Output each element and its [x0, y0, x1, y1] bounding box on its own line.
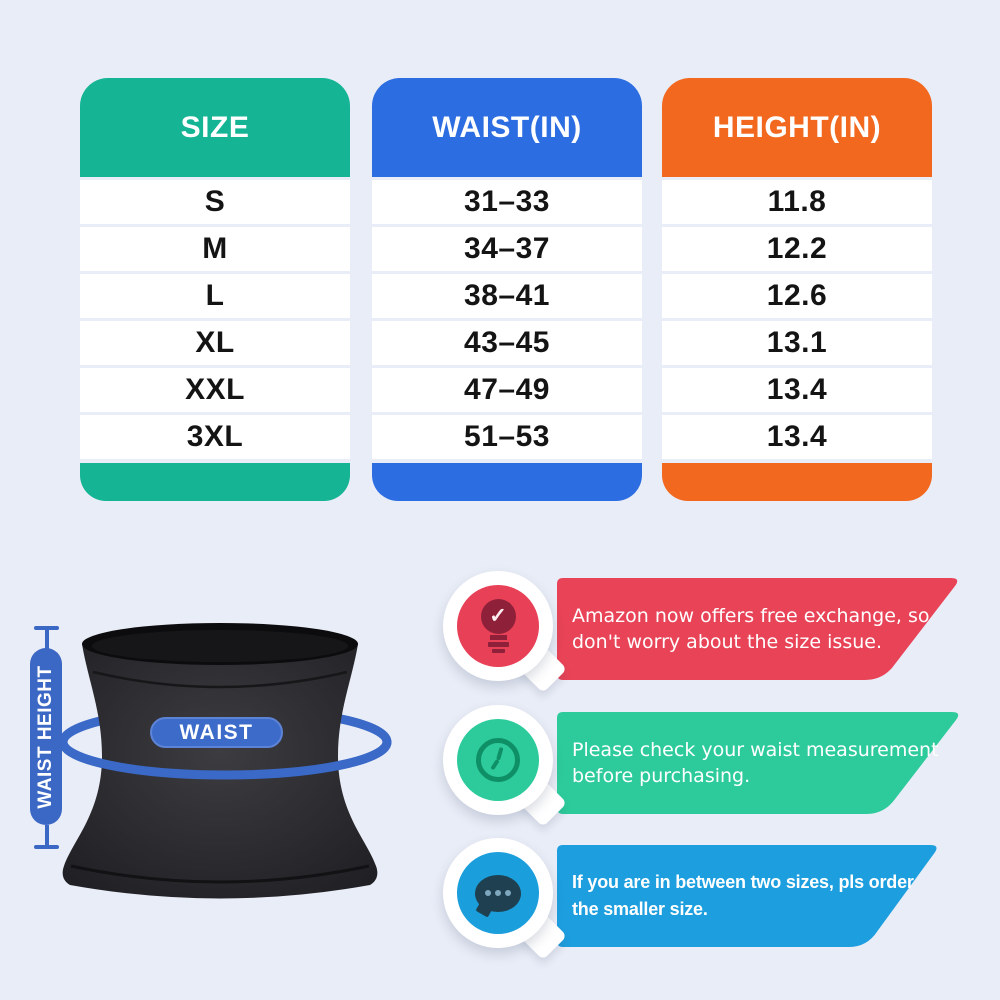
callout-text: Please check your waist measurement befo… [572, 739, 939, 787]
measure-top-cap [34, 626, 59, 630]
table-cell-height-xl: 13.1 [662, 321, 932, 365]
waist-column-footer [372, 463, 642, 501]
size-chart-table: SIZE S M L XL XXL 3XL WAIST(IN) 31–33 34… [80, 78, 932, 501]
table-cell-size-xl: XL [80, 321, 350, 365]
measure-bottom-stem [44, 825, 49, 845]
table-cell-height-xxl: 13.4 [662, 368, 932, 412]
size-column-header: SIZE [80, 78, 350, 177]
callout-icon-disc [443, 838, 553, 948]
height-column-header: HEIGHT(IN) [662, 78, 932, 177]
callout-panel: If you are in between two sizes, pls ord… [557, 845, 942, 947]
table-cell-height-3xl: 13.4 [662, 415, 932, 459]
size-column: SIZE S M L XL XXL 3XL [80, 78, 350, 501]
callout-between-sizes: If you are in between two sizes, pls ord… [440, 831, 985, 966]
callout-panel: Amazon now offers free exchange, so don'… [557, 578, 963, 680]
size-column-footer [80, 463, 350, 501]
measure-top-stem [44, 630, 49, 650]
table-cell-waist-3xl: 51–53 [372, 415, 642, 459]
table-cell-size-l: L [80, 274, 350, 318]
table-cell-height-m: 12.2 [662, 227, 932, 271]
table-cell-size-s: S [80, 180, 350, 224]
table-cell-waist-m: 34–37 [372, 227, 642, 271]
table-cell-waist-l: 38–41 [372, 274, 642, 318]
callout-text: Amazon now offers free exchange, so don'… [572, 605, 930, 653]
callout-ribbon-shape [557, 712, 959, 814]
table-cell-height-l: 12.6 [662, 274, 932, 318]
callout-text: If you are in between two sizes, pls ord… [572, 872, 914, 919]
measure-bottom-cap [34, 845, 59, 849]
clock-icon [457, 719, 539, 801]
chat-dots-icon [457, 852, 539, 934]
waist-height-label: WAIST HEIGHT [35, 664, 56, 809]
table-cell-height-s: 11.8 [662, 180, 932, 224]
waist-trainer-diagram: WAIST WAIST HEIGHT [20, 600, 450, 940]
callout-free-exchange: Amazon now offers free exchange, so don'… [440, 564, 985, 699]
waist-label-pill: WAIST [150, 717, 283, 748]
callout-ribbon-shape [557, 578, 958, 680]
table-cell-waist-xl: 43–45 [372, 321, 642, 365]
table-cell-size-3xl: 3XL [80, 415, 350, 459]
lightbulb-check-icon: ✓ [457, 585, 539, 667]
callout-icon-disc [443, 705, 553, 815]
waist-label: WAIST [179, 720, 254, 744]
callout-ribbon-shape [557, 845, 937, 947]
table-cell-waist-xxl: 47–49 [372, 368, 642, 412]
table-cell-size-m: M [80, 227, 350, 271]
height-column: HEIGHT(IN) 11.8 12.2 12.6 13.1 13.4 13.4 [662, 78, 932, 501]
waist-column: WAIST(IN) 31–33 34–37 38–41 43–45 47–49 … [372, 78, 642, 501]
table-cell-size-xxl: XXL [80, 368, 350, 412]
callout-icon-disc: ✓ [443, 571, 553, 681]
callout-panel: Please check your waist measurement befo… [557, 712, 964, 814]
height-column-footer [662, 463, 932, 501]
waist-height-pill: WAIST HEIGHT [30, 648, 62, 825]
table-cell-waist-s: 31–33 [372, 180, 642, 224]
callout-check-measurement: Please check your waist measurement befo… [440, 698, 985, 833]
waist-column-header: WAIST(IN) [372, 78, 642, 177]
